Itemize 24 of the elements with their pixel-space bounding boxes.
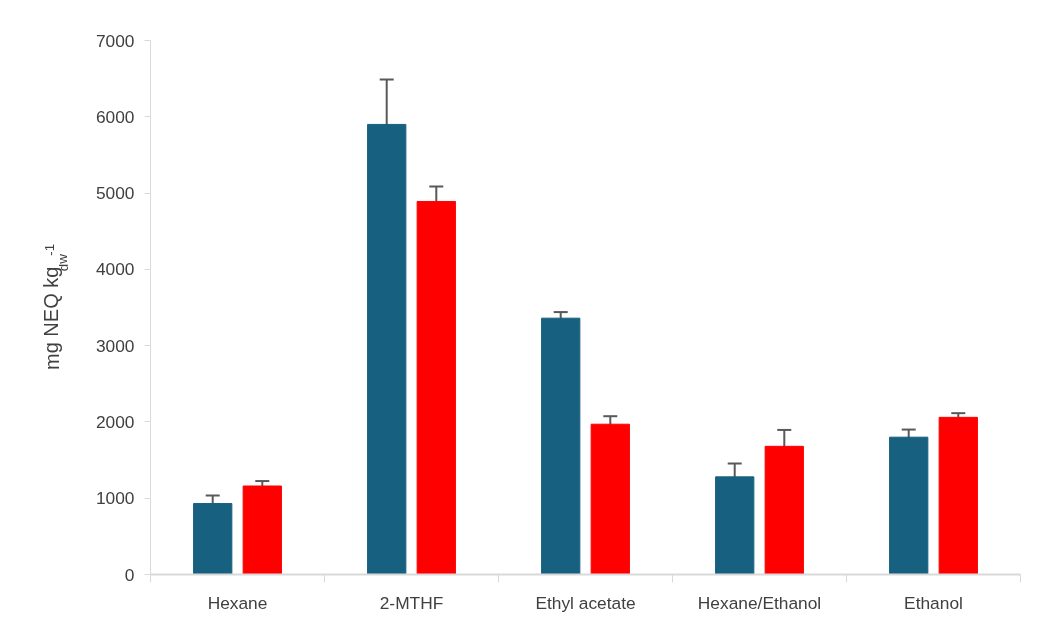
x-tick-label: Hexane/Ethanol — [697, 592, 822, 613]
x-tick-label: Hexane — [207, 592, 268, 613]
bar — [541, 317, 581, 575]
bar — [889, 436, 929, 575]
y-tick-label: 5000 — [95, 183, 135, 204]
bar — [367, 123, 407, 575]
y-axis-title: mg NEQ kgdw-1 — [40, 243, 71, 370]
x-tick-label: Ethyl acetate — [535, 592, 636, 613]
bar — [242, 485, 282, 575]
bar — [416, 200, 456, 575]
bar — [193, 503, 233, 575]
bar — [938, 416, 978, 575]
y-tick-label: 1000 — [95, 488, 135, 509]
x-tick-label: 2-MTHF — [379, 592, 444, 613]
x-tick-label: Ethanol — [904, 592, 963, 613]
y-tick-label: 6000 — [95, 106, 135, 127]
y-tick-label: 2000 — [95, 411, 135, 432]
bar — [764, 445, 804, 575]
y-tick-label: 0 — [124, 564, 135, 585]
bar — [715, 476, 755, 575]
y-tick-label: 3000 — [95, 335, 135, 356]
y-tick-label: 7000 — [95, 30, 135, 51]
y-tick-label: 4000 — [95, 259, 135, 280]
bar — [590, 423, 630, 575]
